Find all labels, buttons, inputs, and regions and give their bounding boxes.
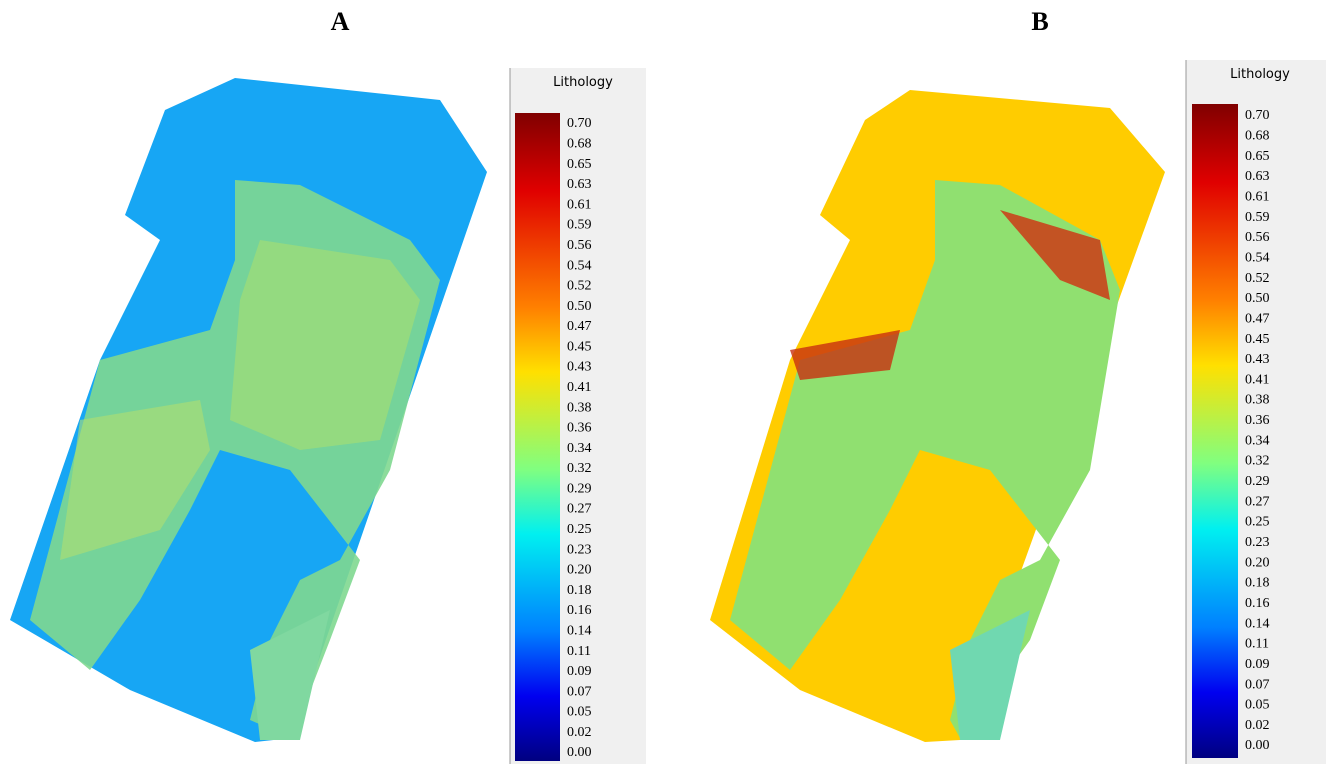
tick-label: 0.32 [567, 461, 592, 476]
tick-label: 0.02 [1245, 718, 1270, 733]
tick-label: 0.43 [1245, 352, 1270, 367]
tick-label: 0.59 [567, 218, 592, 233]
tick-label: 0.63 [567, 177, 592, 192]
tick-label: 0.50 [1245, 291, 1270, 306]
tick-label: 0.38 [567, 400, 592, 415]
tick-label: 0.38 [1245, 393, 1270, 408]
tick-label: 0.61 [1245, 190, 1270, 205]
tick-label: 0.52 [1245, 271, 1270, 286]
tick-label: 0.32 [1245, 454, 1270, 469]
tick-label: 0.61 [567, 197, 592, 212]
tick-label: 0.18 [1245, 576, 1270, 591]
tick-label: 0.29 [567, 481, 592, 496]
tick-label: 0.25 [567, 522, 592, 537]
tick-label: 0.14 [1245, 616, 1270, 631]
tick-label: 0.20 [1245, 555, 1270, 570]
tick-label: 0.25 [1245, 515, 1270, 530]
panel-label: A [331, 7, 350, 36]
legend-title: Lithology [1230, 67, 1290, 82]
tick-label: 0.56 [1245, 230, 1270, 245]
tick-label: 0.16 [1245, 596, 1270, 611]
tick-label: 0.52 [567, 279, 592, 294]
legend-title: Lithology [553, 75, 613, 90]
tick-label: 0.09 [567, 664, 592, 679]
tick-label: 0.23 [1245, 535, 1270, 550]
tick-label: 0.50 [567, 299, 592, 314]
tick-label: 0.36 [1245, 413, 1270, 428]
tick-label: 0.70 [567, 116, 592, 131]
tick-label: 0.07 [567, 684, 592, 699]
tick-label: 0.14 [567, 623, 592, 638]
tick-label: 0.29 [1245, 474, 1270, 489]
tick-label: 0.18 [567, 583, 592, 598]
tick-label: 0.59 [1245, 210, 1270, 225]
tick-label: 0.68 [567, 137, 592, 152]
tick-label: 0.45 [1245, 332, 1270, 347]
tick-label: 0.41 [1245, 372, 1270, 387]
colorbar [1192, 104, 1238, 758]
tick-label: 0.65 [567, 157, 592, 172]
tick-label: 0.11 [1245, 637, 1269, 652]
tick-label: 0.09 [1245, 657, 1270, 672]
tick-label: 0.27 [1245, 494, 1270, 509]
tick-label: 0.05 [1245, 698, 1270, 713]
tick-label: 0.11 [567, 644, 591, 659]
map [10, 78, 487, 742]
tick-label: 0.63 [1245, 169, 1270, 184]
tick-label: 0.54 [567, 258, 592, 273]
tick-label: 0.65 [1245, 149, 1270, 164]
tick-label: 0.27 [567, 502, 592, 517]
tick-label: 0.20 [567, 563, 592, 578]
panel-label: B [1031, 7, 1048, 36]
tick-label: 0.00 [567, 745, 592, 760]
tick-label: 0.23 [567, 542, 592, 557]
tick-label: 0.56 [567, 238, 592, 253]
tick-label: 0.34 [567, 441, 592, 456]
tick-label: 0.47 [567, 319, 592, 334]
tick-label: 0.16 [567, 603, 592, 618]
tick-label: 0.45 [567, 339, 592, 354]
tick-label: 0.41 [567, 380, 592, 395]
tick-label: 0.43 [567, 360, 592, 375]
tick-label: 0.47 [1245, 311, 1270, 326]
figure: A Lithology 0.70 0.68 0.65 0.63 0.61 0.59 0.56… [0, 0, 1326, 764]
tick-label: 0.54 [1245, 250, 1270, 265]
tick-label: 0.36 [567, 421, 592, 436]
tick-label: 0.34 [1245, 433, 1270, 448]
tick-label: 0.68 [1245, 129, 1270, 144]
tick-label: 0.05 [567, 705, 592, 720]
colorbar [515, 113, 560, 761]
map [710, 90, 1165, 742]
tick-label: 0.70 [1245, 108, 1270, 123]
tick-label: 0.00 [1245, 738, 1270, 753]
tick-label: 0.07 [1245, 677, 1270, 692]
tick-label: 0.02 [567, 725, 592, 740]
